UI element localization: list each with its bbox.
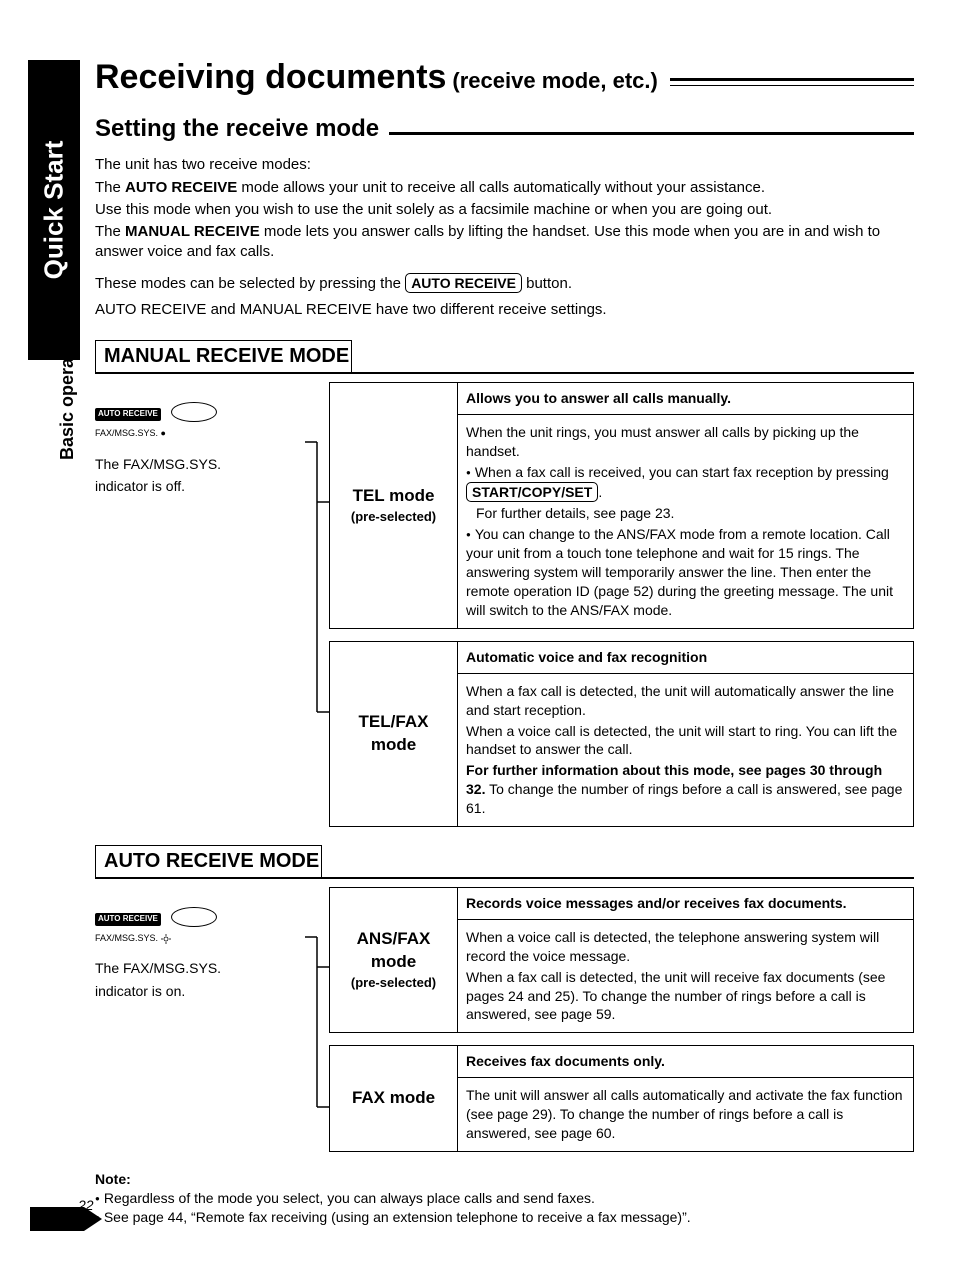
notes-heading: Note: <box>95 1170 914 1189</box>
manual-mode-stack: TEL mode (pre-selected) Allows you to an… <box>329 382 914 827</box>
diagram-caption: indicator is on. <box>95 982 297 1001</box>
tel-mode-box: TEL mode (pre-selected) Allows you to an… <box>329 382 914 629</box>
intro-line: AUTO RECEIVE and MANUAL RECEIVE have two… <box>95 300 914 320</box>
ansfax-mode-box: ANS/FAX mode (pre-selected) Records voic… <box>329 887 914 1033</box>
subtitle-rule <box>389 132 914 135</box>
page-title: Receiving documents (receive mode, etc.) <box>95 55 914 101</box>
page-number-marker: 22 <box>30 1199 102 1233</box>
fax-mode-body: The unit will answer all calls automatic… <box>458 1078 913 1151</box>
intro-line: These modes can be selected by pressing … <box>95 273 914 294</box>
telfax-mode-head: Automatic voice and fax recognition <box>458 642 913 674</box>
intro-line: The MANUAL RECEIVE mode lets you answer … <box>95 222 914 263</box>
note-item: Regardless of the mode you select, you c… <box>95 1189 914 1208</box>
fax-mode-box: FAX mode Receives fax documents only. Th… <box>329 1045 914 1152</box>
note-item: See page 44, “Remote fax receiving (usin… <box>95 1208 914 1227</box>
auto-receive-chip: AUTO RECEIVE <box>95 408 161 421</box>
button-oval-icon <box>171 907 217 927</box>
diagram-caption: indicator is off. <box>95 477 297 496</box>
intro-line: The AUTO RECEIVE mode allows your unit t… <box>95 178 914 198</box>
intro-line: The unit has two receive modes: <box>95 155 914 175</box>
section-subtitle: Setting the receive mode <box>95 113 914 145</box>
auto-receive-button-label: AUTO RECEIVE <box>405 273 522 294</box>
manual-section-label: MANUAL RECEIVE MODE <box>95 340 352 372</box>
auto-receive-chip: AUTO RECEIVE <box>95 913 161 926</box>
connector-icon <box>305 887 329 1152</box>
connector-icon <box>305 382 329 827</box>
title-sub: (receive mode, etc.) <box>452 66 657 96</box>
manual-section-rule <box>95 372 914 374</box>
intro-block: The unit has two receive modes: The AUTO… <box>95 155 914 320</box>
start-copy-set-button-label: START/COPY/SET <box>466 482 598 503</box>
tel-mode-head: Allows you to answer all calls manually. <box>458 383 913 415</box>
auto-section-label: AUTO RECEIVE MODE <box>95 845 322 877</box>
ansfax-mode-body: When a voice call is detected, the telep… <box>458 920 913 1032</box>
auto-row: AUTO RECEIVE FAX/MSG.SYS. The FAX/MSG.SY… <box>95 887 914 1152</box>
page-number: 22 <box>77 1199 94 1213</box>
title-rule <box>670 78 914 86</box>
tel-mode-name: TEL mode (pre-selected) <box>330 383 458 628</box>
ansfax-mode-head: Records voice messages and/or receives f… <box>458 888 913 920</box>
telfax-mode-box: TEL/FAX mode Automatic voice and fax rec… <box>329 641 914 827</box>
manual-diagram: AUTO RECEIVE FAX/MSG.SYS. ● The FAX/MSG.… <box>95 382 305 827</box>
button-oval-icon <box>171 402 217 422</box>
auto-section-rule <box>95 877 914 879</box>
telfax-mode-body: When a fax call is detected, the unit wi… <box>458 674 913 826</box>
auto-mode-stack: ANS/FAX mode (pre-selected) Records voic… <box>329 887 914 1152</box>
diagram-tiny-label: FAX/MSG.SYS. <box>95 933 171 943</box>
fax-mode-name: FAX mode <box>330 1046 458 1151</box>
light-on-icon <box>161 934 171 944</box>
diagram-caption: The FAX/MSG.SYS. <box>95 959 297 978</box>
diagram-tiny-label: FAX/MSG.SYS. ● <box>95 428 166 438</box>
auto-diagram: AUTO RECEIVE FAX/MSG.SYS. The FAX/MSG.SY… <box>95 887 305 1152</box>
ansfax-mode-name: ANS/FAX mode (pre-selected) <box>330 888 458 1032</box>
fax-mode-head: Receives fax documents only. <box>458 1046 913 1078</box>
telfax-mode-name: TEL/FAX mode <box>330 642 458 826</box>
intro-line: Use this mode when you wish to use the u… <box>95 200 914 220</box>
title-main: Receiving documents <box>95 55 446 101</box>
notes-block: Note: Regardless of the mode you select,… <box>95 1170 914 1227</box>
manual-row: AUTO RECEIVE FAX/MSG.SYS. ● The FAX/MSG.… <box>95 382 914 827</box>
diagram-caption: The FAX/MSG.SYS. <box>95 455 297 474</box>
tel-mode-body: When the unit rings, you must answer all… <box>458 415 913 628</box>
